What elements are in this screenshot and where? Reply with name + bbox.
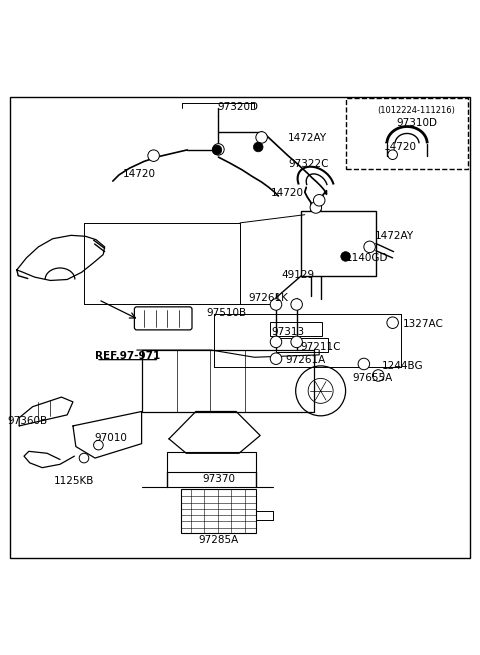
Circle shape [94, 440, 103, 450]
Text: 97261A: 97261A [286, 355, 326, 365]
Circle shape [256, 132, 267, 143]
Circle shape [388, 150, 397, 160]
Circle shape [253, 142, 263, 152]
Text: 97285A: 97285A [198, 534, 239, 545]
Text: 97370: 97370 [202, 474, 235, 483]
Text: 14720: 14720 [271, 188, 304, 198]
Circle shape [358, 358, 370, 369]
Bar [142, 350, 314, 411]
Text: 1140GD: 1140GD [346, 253, 388, 263]
Text: 1472AY: 1472AY [288, 133, 327, 143]
Text: 1327AC: 1327AC [403, 319, 444, 329]
Circle shape [270, 353, 282, 364]
Bar [270, 322, 322, 336]
Circle shape [372, 369, 384, 381]
Circle shape [270, 336, 282, 348]
Text: 1244BG: 1244BG [382, 361, 423, 371]
Text: REF.97-971: REF.97-971 [95, 351, 160, 362]
Text: 97313: 97313 [271, 328, 305, 337]
Circle shape [364, 241, 375, 253]
Text: 97320D: 97320D [217, 102, 258, 112]
Bar [167, 453, 256, 472]
Text: 14720: 14720 [123, 169, 156, 179]
Circle shape [341, 252, 350, 261]
Circle shape [148, 150, 159, 161]
Circle shape [387, 317, 398, 328]
Text: 97322C: 97322C [288, 159, 328, 169]
Circle shape [212, 145, 222, 155]
Circle shape [270, 299, 282, 310]
Text: 97261K: 97261K [249, 293, 289, 303]
Text: 97510B: 97510B [206, 308, 247, 318]
Text: 1472AY: 1472AY [374, 231, 414, 241]
Text: 97211C: 97211C [300, 342, 340, 352]
Circle shape [310, 202, 322, 214]
Text: 97655A: 97655A [353, 373, 393, 383]
Text: 14720: 14720 [384, 143, 417, 153]
Text: 97310D: 97310D [396, 119, 437, 128]
Circle shape [213, 143, 224, 155]
Text: 49129: 49129 [281, 270, 314, 280]
Text: (1012224-111216): (1012224-111216) [378, 105, 456, 115]
Circle shape [79, 453, 89, 463]
Bar [181, 489, 256, 533]
Bar [301, 211, 376, 276]
Text: 97010: 97010 [94, 433, 127, 443]
Text: 1125KB: 1125KB [54, 476, 95, 486]
Circle shape [313, 195, 325, 206]
Bar [276, 338, 328, 352]
Circle shape [291, 299, 302, 310]
Bar [346, 98, 468, 169]
Circle shape [291, 336, 302, 348]
Text: 97360B: 97360B [8, 416, 48, 426]
